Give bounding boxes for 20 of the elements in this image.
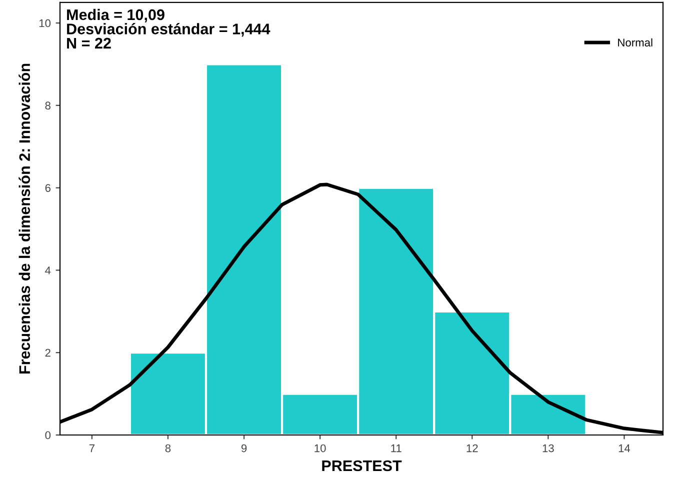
x-tick-label: 13 <box>542 444 554 452</box>
annotation: Desviación estándar = 1,444 <box>67 23 270 37</box>
x-tick-label: 14 <box>618 444 630 452</box>
x-tick-label: 10 <box>314 444 326 452</box>
y-tick-label: 0 <box>45 431 51 440</box>
legend-label: Normal <box>618 38 652 47</box>
x-tick-label: 11 <box>391 444 402 452</box>
y-tick-label: 4 <box>45 266 51 274</box>
x-tick-label: 9 <box>241 444 247 452</box>
y-tick-label: 10 <box>39 19 51 28</box>
x-tick-label: 7 <box>89 444 94 452</box>
y-tick-label: 2 <box>45 348 50 357</box>
y-tick-label: 6 <box>45 184 50 192</box>
annotation: Media = 10,09 <box>67 8 164 22</box>
annotation: N = 22 <box>67 38 111 48</box>
x-tick-label: 8 <box>165 444 171 452</box>
x-tick-label: 12 <box>466 444 478 452</box>
x-axis-title: PRESTEST <box>322 460 402 472</box>
y-axis-title: Frecuencias de la dimensión 2: Innovación <box>18 64 30 374</box>
y-tick-label: 8 <box>45 102 50 110</box>
